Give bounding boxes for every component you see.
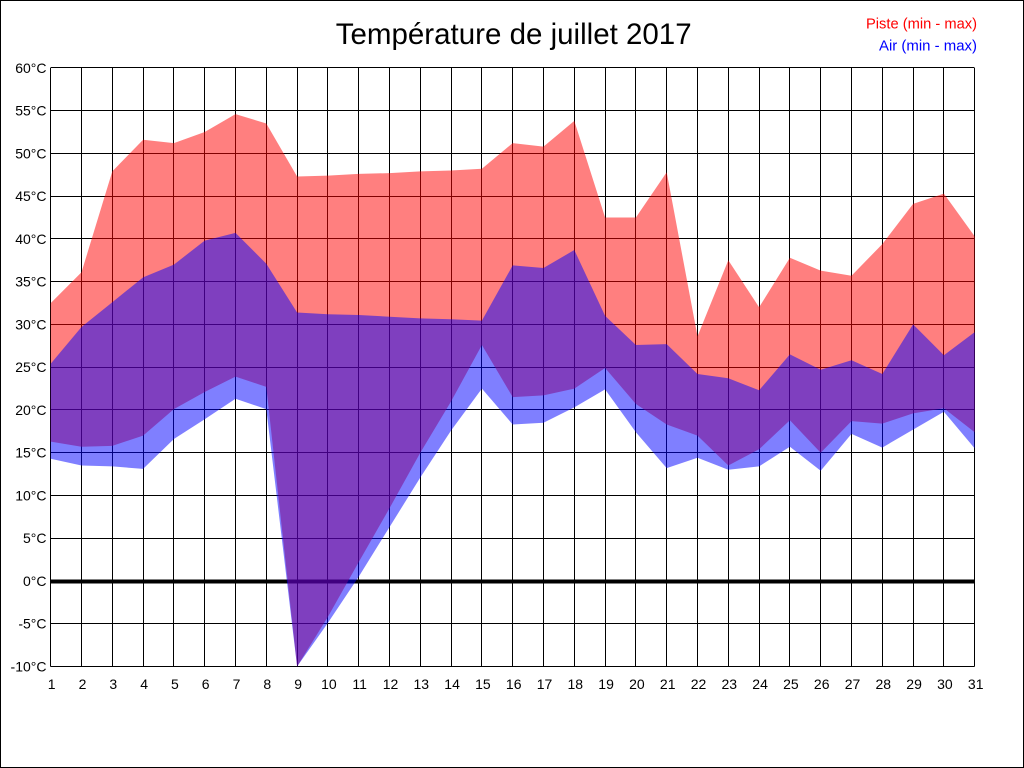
svg-text:Air (min - max): Air (min - max) [879, 39, 977, 55]
svg-text:Piste (min - max): Piste (min - max) [866, 17, 977, 33]
svg-text:27: 27 [845, 676, 861, 692]
svg-text:8: 8 [263, 676, 271, 692]
svg-text:50°C: 50°C [15, 145, 46, 161]
svg-text:28: 28 [876, 676, 892, 692]
svg-text:21: 21 [660, 676, 676, 692]
svg-text:29: 29 [906, 676, 922, 692]
svg-text:-10°C: -10°C [11, 659, 47, 675]
svg-text:6: 6 [202, 676, 210, 692]
svg-text:20: 20 [629, 676, 645, 692]
svg-text:19: 19 [598, 676, 614, 692]
svg-text:16: 16 [506, 676, 522, 692]
svg-text:25: 25 [783, 676, 799, 692]
svg-text:25°C: 25°C [15, 359, 46, 375]
svg-text:2: 2 [79, 676, 87, 692]
svg-text:31: 31 [968, 676, 984, 692]
svg-text:23: 23 [722, 676, 738, 692]
svg-text:7: 7 [233, 676, 241, 692]
svg-text:35°C: 35°C [15, 274, 46, 290]
svg-text:60°C: 60°C [15, 60, 46, 76]
svg-text:18: 18 [568, 676, 584, 692]
svg-text:Température de juillet 2017: Température de juillet 2017 [336, 18, 692, 51]
svg-text:40°C: 40°C [15, 231, 46, 247]
svg-text:13: 13 [414, 676, 430, 692]
svg-text:5°C: 5°C [23, 530, 47, 546]
svg-text:45°C: 45°C [15, 188, 46, 204]
svg-text:20°C: 20°C [15, 402, 46, 418]
svg-text:-5°C: -5°C [18, 616, 46, 632]
svg-text:15: 15 [475, 676, 491, 692]
svg-text:9: 9 [294, 676, 302, 692]
svg-text:4: 4 [140, 676, 148, 692]
svg-text:12: 12 [383, 676, 399, 692]
svg-text:55°C: 55°C [15, 103, 46, 119]
svg-text:11: 11 [352, 676, 367, 692]
svg-text:14: 14 [444, 676, 460, 692]
svg-text:10°C: 10°C [15, 488, 46, 504]
svg-text:10: 10 [321, 676, 337, 692]
svg-text:30°C: 30°C [15, 316, 46, 332]
svg-text:1: 1 [48, 676, 56, 692]
svg-text:5: 5 [171, 676, 179, 692]
svg-text:17: 17 [537, 676, 553, 692]
svg-text:30: 30 [937, 676, 953, 692]
svg-text:22: 22 [691, 676, 707, 692]
svg-text:24: 24 [752, 676, 768, 692]
svg-text:26: 26 [814, 676, 830, 692]
svg-text:0°C: 0°C [23, 573, 47, 589]
svg-text:15°C: 15°C [15, 445, 46, 461]
svg-text:3: 3 [109, 676, 117, 692]
